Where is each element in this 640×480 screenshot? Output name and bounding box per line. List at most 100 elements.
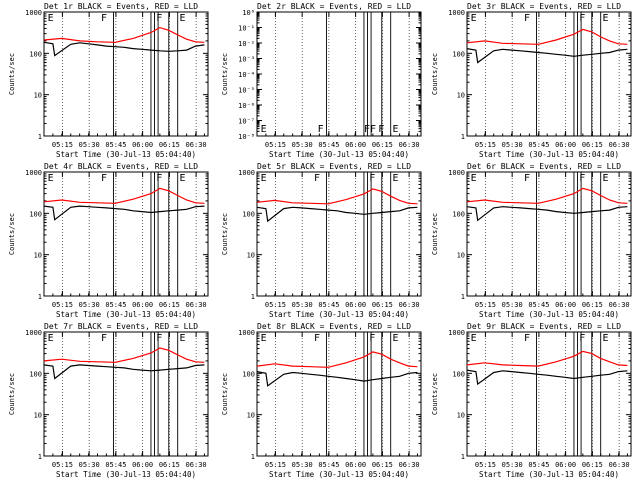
y-tick-label: 1: [38, 133, 42, 141]
panel-title: Det 8r BLACK = Events, RED = LLD: [257, 322, 411, 331]
x-axis-title: Start Time (30-Jul-13 05:04:40): [269, 150, 409, 159]
event-letter-E: E: [602, 173, 608, 184]
y-tick-label: 1: [251, 293, 255, 301]
y-tick-label: 10: [34, 412, 42, 420]
x-tick-label: 05:30: [79, 461, 100, 469]
event-letter-F: F: [579, 333, 585, 344]
x-tick-label: 05:30: [79, 301, 100, 309]
x-axis-title: Start Time (30-Jul-13 05:04:40): [479, 150, 619, 159]
x-tick-label: 06:30: [399, 461, 420, 469]
x-axis-title: Start Time (30-Jul-13 05:04:40): [56, 470, 196, 479]
y-axis-title: Counts/sec: [221, 373, 229, 415]
x-axis-title: Start Time (30-Jul-13 05:04:40): [269, 310, 409, 319]
x-tick-label: 06:00: [345, 141, 366, 149]
x-tick-label: 05:15: [52, 141, 73, 149]
x-tick-label: 06:00: [555, 141, 576, 149]
series-lld-line: [466, 350, 628, 367]
panel-title: Det 7r BLACK = Events, RED = LLD: [44, 322, 198, 331]
event-letter-E: E: [392, 124, 398, 135]
x-tick-label: 06:15: [582, 301, 603, 309]
x-tick-label: 06:00: [345, 301, 366, 309]
x-tick-label: 05:15: [265, 141, 286, 149]
y-tick-label: 10⁻⁷: [238, 118, 255, 126]
panel-title: Det 9r BLACK = Events, RED = LLD: [467, 322, 621, 331]
x-axis-title: Start Time (30-Jul-13 05:04:40): [56, 150, 196, 159]
x-axis-title: Start Time (30-Jul-13 05:04:40): [479, 310, 619, 319]
axes-frame: [256, 171, 422, 297]
x-tick-label: 06:15: [372, 301, 393, 309]
y-tick-label: 100: [29, 50, 42, 58]
x-axis-title: Start Time (30-Jul-13 05:04:40): [479, 470, 619, 479]
event-letter-E: E: [261, 173, 267, 184]
x-tick-label: 05:45: [105, 301, 126, 309]
y-tick-label: 10: [457, 92, 465, 100]
panel-det-9: Det 9r BLACK = Events, RED = LLD 1 10 100 10…: [431, 322, 632, 479]
y-tick-label: 1000: [25, 329, 42, 337]
x-tick-label: 05:45: [105, 461, 126, 469]
x-tick-label: 06:00: [132, 301, 153, 309]
event-letter-F: F: [524, 173, 530, 184]
axes-frame: [43, 331, 209, 457]
x-tick-label: 05:15: [52, 301, 73, 309]
panel-title: Det 3r BLACK = Events, RED = LLD: [467, 2, 621, 11]
x-tick-label: 06:30: [186, 301, 207, 309]
x-tick-label: 06:30: [186, 141, 207, 149]
y-tick-label: 1: [251, 453, 255, 461]
y-tick-label: 100: [242, 370, 255, 378]
y-tick-label: 10⁻⁸: [238, 133, 255, 141]
event-letter-E: E: [179, 333, 185, 344]
event-letter-F: F: [314, 173, 320, 184]
event-letter-E: E: [179, 13, 185, 24]
y-tick-label: 10⁰: [242, 9, 255, 17]
y-tick-label: 1000: [238, 329, 255, 337]
panel-det-5: Det 5r BLACK = Events, RED = LLD 1 10 100 10…: [221, 162, 422, 319]
y-tick-label: 1: [38, 453, 42, 461]
series-lld-line: [466, 187, 628, 204]
x-tick-label: 06:30: [186, 461, 207, 469]
y-tick-label: 10: [457, 252, 465, 260]
y-tick-label: 1000: [25, 169, 42, 177]
axes-frame: [256, 11, 422, 137]
event-letter-E: E: [48, 13, 54, 24]
y-axis-title: Counts/sec: [221, 53, 229, 95]
series-events-line: [43, 205, 205, 221]
x-tick-label: 05:45: [318, 141, 339, 149]
y-axis-title: Counts/sec: [221, 213, 229, 255]
y-tick-label: 1000: [238, 169, 255, 177]
y-axis-title: Counts/sec: [8, 53, 16, 95]
event-letter-F: F: [101, 173, 107, 184]
y-tick-label: 100: [452, 210, 465, 218]
y-tick-label: 10⁻⁴: [238, 71, 255, 79]
y-tick-label: 100: [29, 370, 42, 378]
x-tick-label: 06:30: [609, 461, 630, 469]
series-lld-line: [256, 351, 418, 368]
event-letter-E: E: [602, 13, 608, 24]
panel-det-2: Det 2r BLACK = Events, RED = LLD 10⁻⁸ 10⁻⁷…: [221, 2, 422, 159]
event-letter-F: F: [156, 13, 162, 24]
y-tick-label: 100: [452, 50, 465, 58]
series-lld-line: [43, 347, 205, 363]
y-tick-label: 1000: [448, 9, 465, 17]
event-letter-F: F: [579, 173, 585, 184]
x-tick-label: 05:30: [502, 141, 523, 149]
y-tick-label: 1: [461, 293, 465, 301]
x-tick-label: 06:15: [159, 301, 180, 309]
event-letter-E: E: [48, 333, 54, 344]
y-axis-title: Counts/sec: [8, 213, 16, 255]
y-tick-label: 10: [34, 92, 42, 100]
axes-frame: [43, 171, 209, 297]
event-letter-F: F: [378, 124, 384, 135]
event-letter-E: E: [471, 333, 477, 344]
x-tick-label: 05:45: [318, 461, 339, 469]
y-tick-label: 10: [34, 252, 42, 260]
panel-det-7: Det 7r BLACK = Events, RED = LLD 1 10 100 10…: [8, 322, 209, 479]
event-letter-E: E: [179, 173, 185, 184]
x-tick-label: 05:30: [292, 141, 313, 149]
x-tick-label: 06:30: [609, 301, 630, 309]
x-tick-label: 05:30: [292, 461, 313, 469]
axes-frame: [466, 331, 632, 457]
y-axis-title: Counts/sec: [8, 373, 16, 415]
event-letter-E: E: [392, 173, 398, 184]
series-events-line: [466, 206, 628, 222]
series-events-line: [466, 369, 628, 386]
